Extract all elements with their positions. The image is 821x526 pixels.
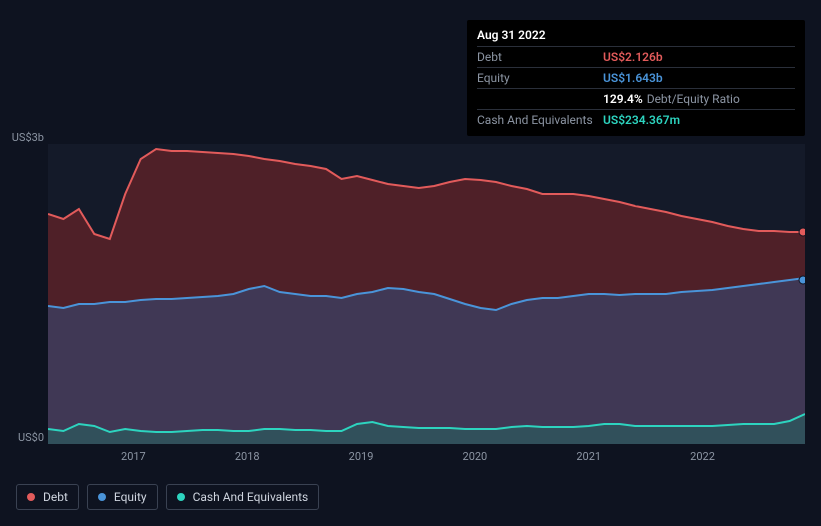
tooltip-row: EquityUS$1.643b (477, 67, 795, 88)
tooltip-value: 129.4%Debt/Equity Ratio (603, 90, 740, 108)
x-axis-label: 2019 (349, 450, 374, 463)
chart-plot-area[interactable] (48, 144, 805, 444)
y-axis-label: US$3b (0, 131, 44, 144)
tooltip-row: 129.4%Debt/Equity Ratio (477, 88, 795, 109)
x-axis-label: 2022 (690, 450, 715, 463)
debt-equity-chart: US$3bUS$0 201720182019202020212022 (16, 124, 805, 464)
chart-legend: Debt Equity Cash And Equivalents (16, 484, 319, 510)
tooltip-subtext: Debt/Equity Ratio (647, 92, 740, 106)
tooltip-label: Debt (477, 48, 603, 66)
tooltip-value: US$1.643b (603, 69, 663, 87)
legend-item[interactable]: Equity (87, 484, 158, 510)
tooltip-label (477, 90, 603, 108)
x-axis-label: 2018 (235, 450, 260, 463)
x-axis-label: 2020 (463, 450, 488, 463)
legend-item[interactable]: Debt (16, 484, 79, 510)
tooltip-date: Aug 31 2022 (477, 26, 795, 46)
legend-dot-icon (98, 493, 106, 501)
tooltip-row: DebtUS$2.126b (477, 46, 795, 67)
x-axis-label: 2021 (576, 450, 601, 463)
tooltip-value: US$2.126b (603, 48, 663, 66)
legend-label: Debt (43, 490, 68, 504)
legend-dot-icon (27, 493, 35, 501)
y-axis-label: US$0 (0, 431, 44, 444)
x-axis-label: 2017 (121, 450, 146, 463)
legend-item[interactable]: Cash And Equivalents (166, 484, 320, 510)
tooltip-label: Equity (477, 69, 603, 87)
legend-label: Equity (114, 490, 147, 504)
legend-dot-icon (177, 493, 185, 501)
legend-label: Cash And Equivalents (193, 490, 309, 504)
chart-tooltip: Aug 31 2022 DebtUS$2.126bEquityUS$1.643b… (467, 20, 805, 136)
